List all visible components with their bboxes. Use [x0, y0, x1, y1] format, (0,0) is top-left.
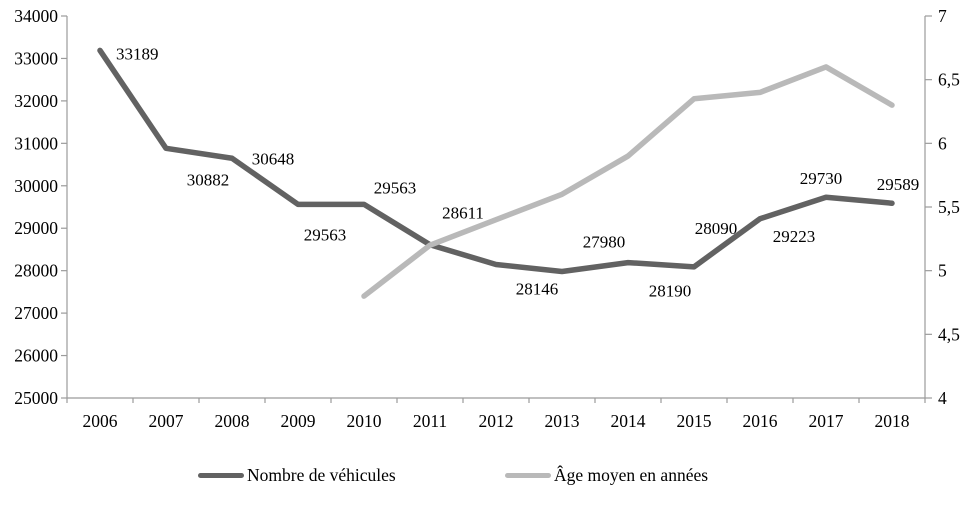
- data-label-vehicles: 29730: [800, 169, 843, 188]
- x-axis-tick-label: 2012: [479, 411, 514, 431]
- x-axis-tick-label: 2018: [875, 411, 910, 431]
- y-axis-left-tick-label: 26000: [14, 346, 58, 366]
- series-line-vehicles: [97, 47, 895, 275]
- legend-line-swatch-age: [505, 472, 551, 478]
- data-label-vehicles: 28190: [649, 282, 692, 301]
- data-label-vehicles: 28146: [516, 279, 559, 298]
- data-label-vehicles: 30648: [252, 149, 295, 168]
- chart-legend: Nombre de véhicules Âge moyen en années: [0, 463, 979, 487]
- data-label-vehicles: 28611: [442, 204, 484, 223]
- y-axis-right-tick-label: 6,5: [938, 70, 960, 90]
- y-axis-right-tick-label: 4,5: [938, 324, 960, 344]
- data-label-vehicles: 29589: [877, 175, 920, 194]
- data-label-vehicles: 28090: [695, 219, 738, 238]
- data-label-vehicles: 27980: [583, 233, 626, 252]
- x-axis-tick-label: 2010: [347, 411, 382, 431]
- x-axis-tick-label: 2007: [149, 411, 184, 431]
- legend-label-vehicles: Nombre de véhicules: [247, 464, 396, 485]
- series-line-age: [361, 64, 895, 299]
- x-axis-tick-label: 2013: [545, 411, 580, 431]
- x-axis-tick-label: 2014: [611, 411, 646, 431]
- y-axis-left-tick-label: 27000: [14, 303, 58, 323]
- x-axis-tick-label: 2017: [809, 411, 844, 431]
- x-axis-tick-label: 2016: [743, 411, 778, 431]
- x-axis-tick-label: 2009: [281, 411, 316, 431]
- y-axis-right-tick-label: 6: [938, 133, 947, 153]
- legend-item-age: Âge moyen en années: [505, 463, 708, 487]
- y-axis-left-tick-label: 34000: [14, 6, 58, 26]
- x-axis-tick-label: 2015: [677, 411, 712, 431]
- y-axis-right-tick-label: 5,5: [938, 197, 960, 217]
- y-axis-left-tick-label: 28000: [14, 261, 58, 281]
- y-axis-left-tick-label: 31000: [14, 133, 58, 153]
- data-label-vehicles: 29563: [304, 225, 347, 244]
- y-axis-left-tick-label: 32000: [14, 91, 58, 111]
- data-label-vehicles: 33189: [116, 44, 159, 63]
- y-axis-right-tick-label: 4: [938, 388, 947, 408]
- y-axis-left-tick-label: 30000: [14, 176, 58, 196]
- x-axis-tick-label: 2011: [413, 411, 447, 431]
- data-label-vehicles: 30882: [187, 170, 230, 189]
- x-axis-tick-label: 2006: [83, 411, 118, 431]
- legend-line-swatch-vehicles: [198, 472, 244, 478]
- data-label-vehicles: 29223: [773, 227, 816, 246]
- x-axis-tick-label: 2008: [215, 411, 250, 431]
- y-axis-left-tick-label: 29000: [14, 218, 58, 238]
- y-axis-left-tick-label: 33000: [14, 48, 58, 68]
- y-axis-left-tick-label: 25000: [14, 388, 58, 408]
- legend-item-vehicles: Nombre de véhicules: [198, 463, 396, 487]
- y-axis-right-tick-label: 5: [938, 261, 947, 281]
- legend-label-age: Âge moyen en années: [554, 464, 709, 485]
- y-axis-right-tick-label: 7: [938, 6, 947, 26]
- data-label-vehicles: 29563: [374, 178, 417, 197]
